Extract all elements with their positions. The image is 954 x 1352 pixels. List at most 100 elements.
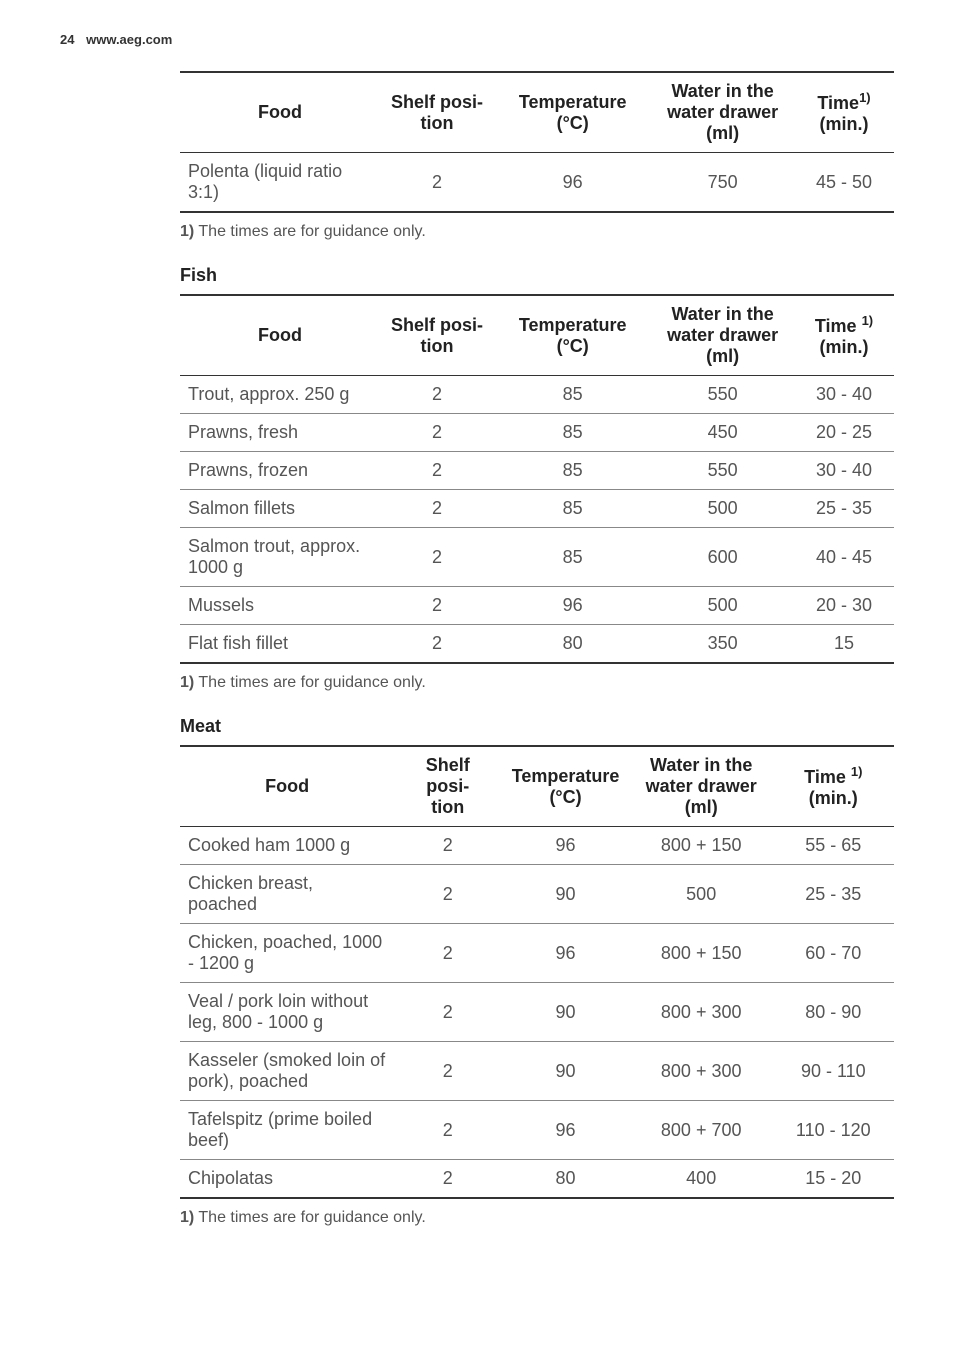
- time-cell: 15: [794, 625, 894, 664]
- water-cell: 500: [651, 587, 794, 625]
- temp-cell: 80: [501, 1160, 630, 1199]
- water-cell: 500: [630, 865, 773, 924]
- shelf-cell: 2: [394, 827, 501, 865]
- section-fish-title: Fish: [180, 265, 894, 286]
- shelf-cell: 2: [380, 452, 494, 490]
- time-cell: 20 - 30: [794, 587, 894, 625]
- food-cell: Chicken breast, poached: [180, 865, 394, 924]
- col-food: Food: [180, 295, 380, 376]
- col-temp: Temperature (°C): [501, 746, 630, 827]
- time-cell: 110 - 120: [773, 1101, 894, 1160]
- temp-cell: 96: [501, 1101, 630, 1160]
- water-cell: 800 + 300: [630, 983, 773, 1042]
- col-temp: Temperature (°C): [494, 72, 651, 153]
- footnote-text: The times are for guidance only.: [194, 223, 426, 240]
- col-time: Time1) (min.): [794, 72, 894, 153]
- time-cell: 45 - 50: [794, 153, 894, 213]
- food-cell: Mussels: [180, 587, 380, 625]
- temp-cell: 96: [494, 587, 651, 625]
- water-cell: 800 + 700: [630, 1101, 773, 1160]
- table1-header-row: Food Shelf posi- tion Temperature (°C) W…: [180, 72, 894, 153]
- col-shelf: Shelf posi- tion: [380, 295, 494, 376]
- shelf-cell: 2: [380, 587, 494, 625]
- water-cell: 800 + 150: [630, 827, 773, 865]
- sup-icon: 1): [851, 764, 863, 779]
- table-row: Flat fish fillet28035015: [180, 625, 894, 664]
- shelf-cell: 2: [394, 924, 501, 983]
- table-row: Chicken breast, poached29050025 - 35: [180, 865, 894, 924]
- sup-icon: 1): [862, 313, 874, 328]
- col-shelf: Shelf posi- tion: [380, 72, 494, 153]
- food-cell: Salmon trout, approx. 1000 g: [180, 528, 380, 587]
- footnote1: 1) The times are for guidance only.: [180, 223, 894, 241]
- water-cell: 800 + 300: [630, 1042, 773, 1101]
- col-water: Water in the water drawer (ml): [651, 72, 794, 153]
- table-row: Chipolatas28040015 - 20: [180, 1160, 894, 1199]
- food-cell: Trout, approx. 250 g: [180, 376, 380, 414]
- fish-table-wrap: Food Shelf posi- tion Temperature (°C) W…: [180, 294, 894, 664]
- food-cell: Veal / pork loin without leg, 800 - 1000…: [180, 983, 394, 1042]
- meat-table-wrap: Food Shelf posi- tion Temperature (°C) W…: [180, 745, 894, 1199]
- footnote-mark: 1): [180, 674, 194, 691]
- table1-wrap: Food Shelf posi- tion Temperature (°C) W…: [180, 71, 894, 213]
- footnote2: 1) The times are for guidance only.: [180, 674, 894, 692]
- col-temp: Temperature (°C): [494, 295, 651, 376]
- page-number: 24: [60, 32, 74, 47]
- water-cell: 750: [651, 153, 794, 213]
- water-cell: 800 + 150: [630, 924, 773, 983]
- col-water: Water in the water drawer (ml): [651, 295, 794, 376]
- table-row: Kasseler (smoked loin of pork), poached2…: [180, 1042, 894, 1101]
- time-unit: (min.): [809, 788, 858, 808]
- food-cell: Cooked ham 1000 g: [180, 827, 394, 865]
- table-row: Polenta (liquid ratio 3:1)29675045 - 50: [180, 153, 894, 213]
- meat-header-row: Food Shelf posi- tion Temperature (°C) W…: [180, 746, 894, 827]
- water-cell: 600: [651, 528, 794, 587]
- temp-cell: 80: [494, 625, 651, 664]
- time-cell: 20 - 25: [794, 414, 894, 452]
- table-row: Tafelspitz (prime boiled beef)296800 + 7…: [180, 1101, 894, 1160]
- col-food: Food: [180, 72, 380, 153]
- food-cell: Prawns, fresh: [180, 414, 380, 452]
- time-label: Time: [804, 767, 846, 787]
- table-row: Prawns, fresh28545020 - 25: [180, 414, 894, 452]
- food-cell: Flat fish fillet: [180, 625, 380, 664]
- time-cell: 40 - 45: [794, 528, 894, 587]
- meat-table: Food Shelf posi- tion Temperature (°C) W…: [180, 745, 894, 1199]
- water-cell: 550: [651, 452, 794, 490]
- table-row: Prawns, frozen28555030 - 40: [180, 452, 894, 490]
- page-header: 24 www.aeg.com: [60, 32, 894, 47]
- table-row: Mussels29650020 - 30: [180, 587, 894, 625]
- time-label: Time: [815, 316, 857, 336]
- time-cell: 15 - 20: [773, 1160, 894, 1199]
- food-cell: Tafelspitz (prime boiled beef): [180, 1101, 394, 1160]
- col-water: Water in the water drawer (ml): [630, 746, 773, 827]
- food-cell: Salmon fillets: [180, 490, 380, 528]
- water-cell: 350: [651, 625, 794, 664]
- footnote3: 1) The times are for guidance only.: [180, 1209, 894, 1227]
- section-meat-title: Meat: [180, 716, 894, 737]
- food-cell: Chicken, poached, 1000 - 1200 g: [180, 924, 394, 983]
- shelf-cell: 2: [380, 153, 494, 213]
- time-unit: (min.): [820, 337, 869, 357]
- shelf-cell: 2: [380, 528, 494, 587]
- footnote-mark: 1): [180, 1209, 194, 1226]
- food-cell: Prawns, frozen: [180, 452, 380, 490]
- water-cell: 400: [630, 1160, 773, 1199]
- header-url: www.aeg.com: [86, 32, 172, 47]
- footnote-text: The times are for guidance only.: [194, 674, 426, 691]
- temp-cell: 85: [494, 414, 651, 452]
- shelf-cell: 2: [394, 1042, 501, 1101]
- temp-cell: 90: [501, 865, 630, 924]
- col-food: Food: [180, 746, 394, 827]
- time-label: Time: [817, 93, 859, 113]
- table-row: Cooked ham 1000 g296800 + 15055 - 65: [180, 827, 894, 865]
- footnote-text: The times are for guidance only.: [194, 1209, 426, 1226]
- temp-cell: 85: [494, 528, 651, 587]
- time-cell: 60 - 70: [773, 924, 894, 983]
- time-cell: 25 - 35: [773, 865, 894, 924]
- time-unit: (min.): [820, 114, 869, 134]
- food-cell: Kasseler (smoked loin of pork), poached: [180, 1042, 394, 1101]
- time-cell: 55 - 65: [773, 827, 894, 865]
- water-cell: 500: [651, 490, 794, 528]
- table-row: Trout, approx. 250 g28555030 - 40: [180, 376, 894, 414]
